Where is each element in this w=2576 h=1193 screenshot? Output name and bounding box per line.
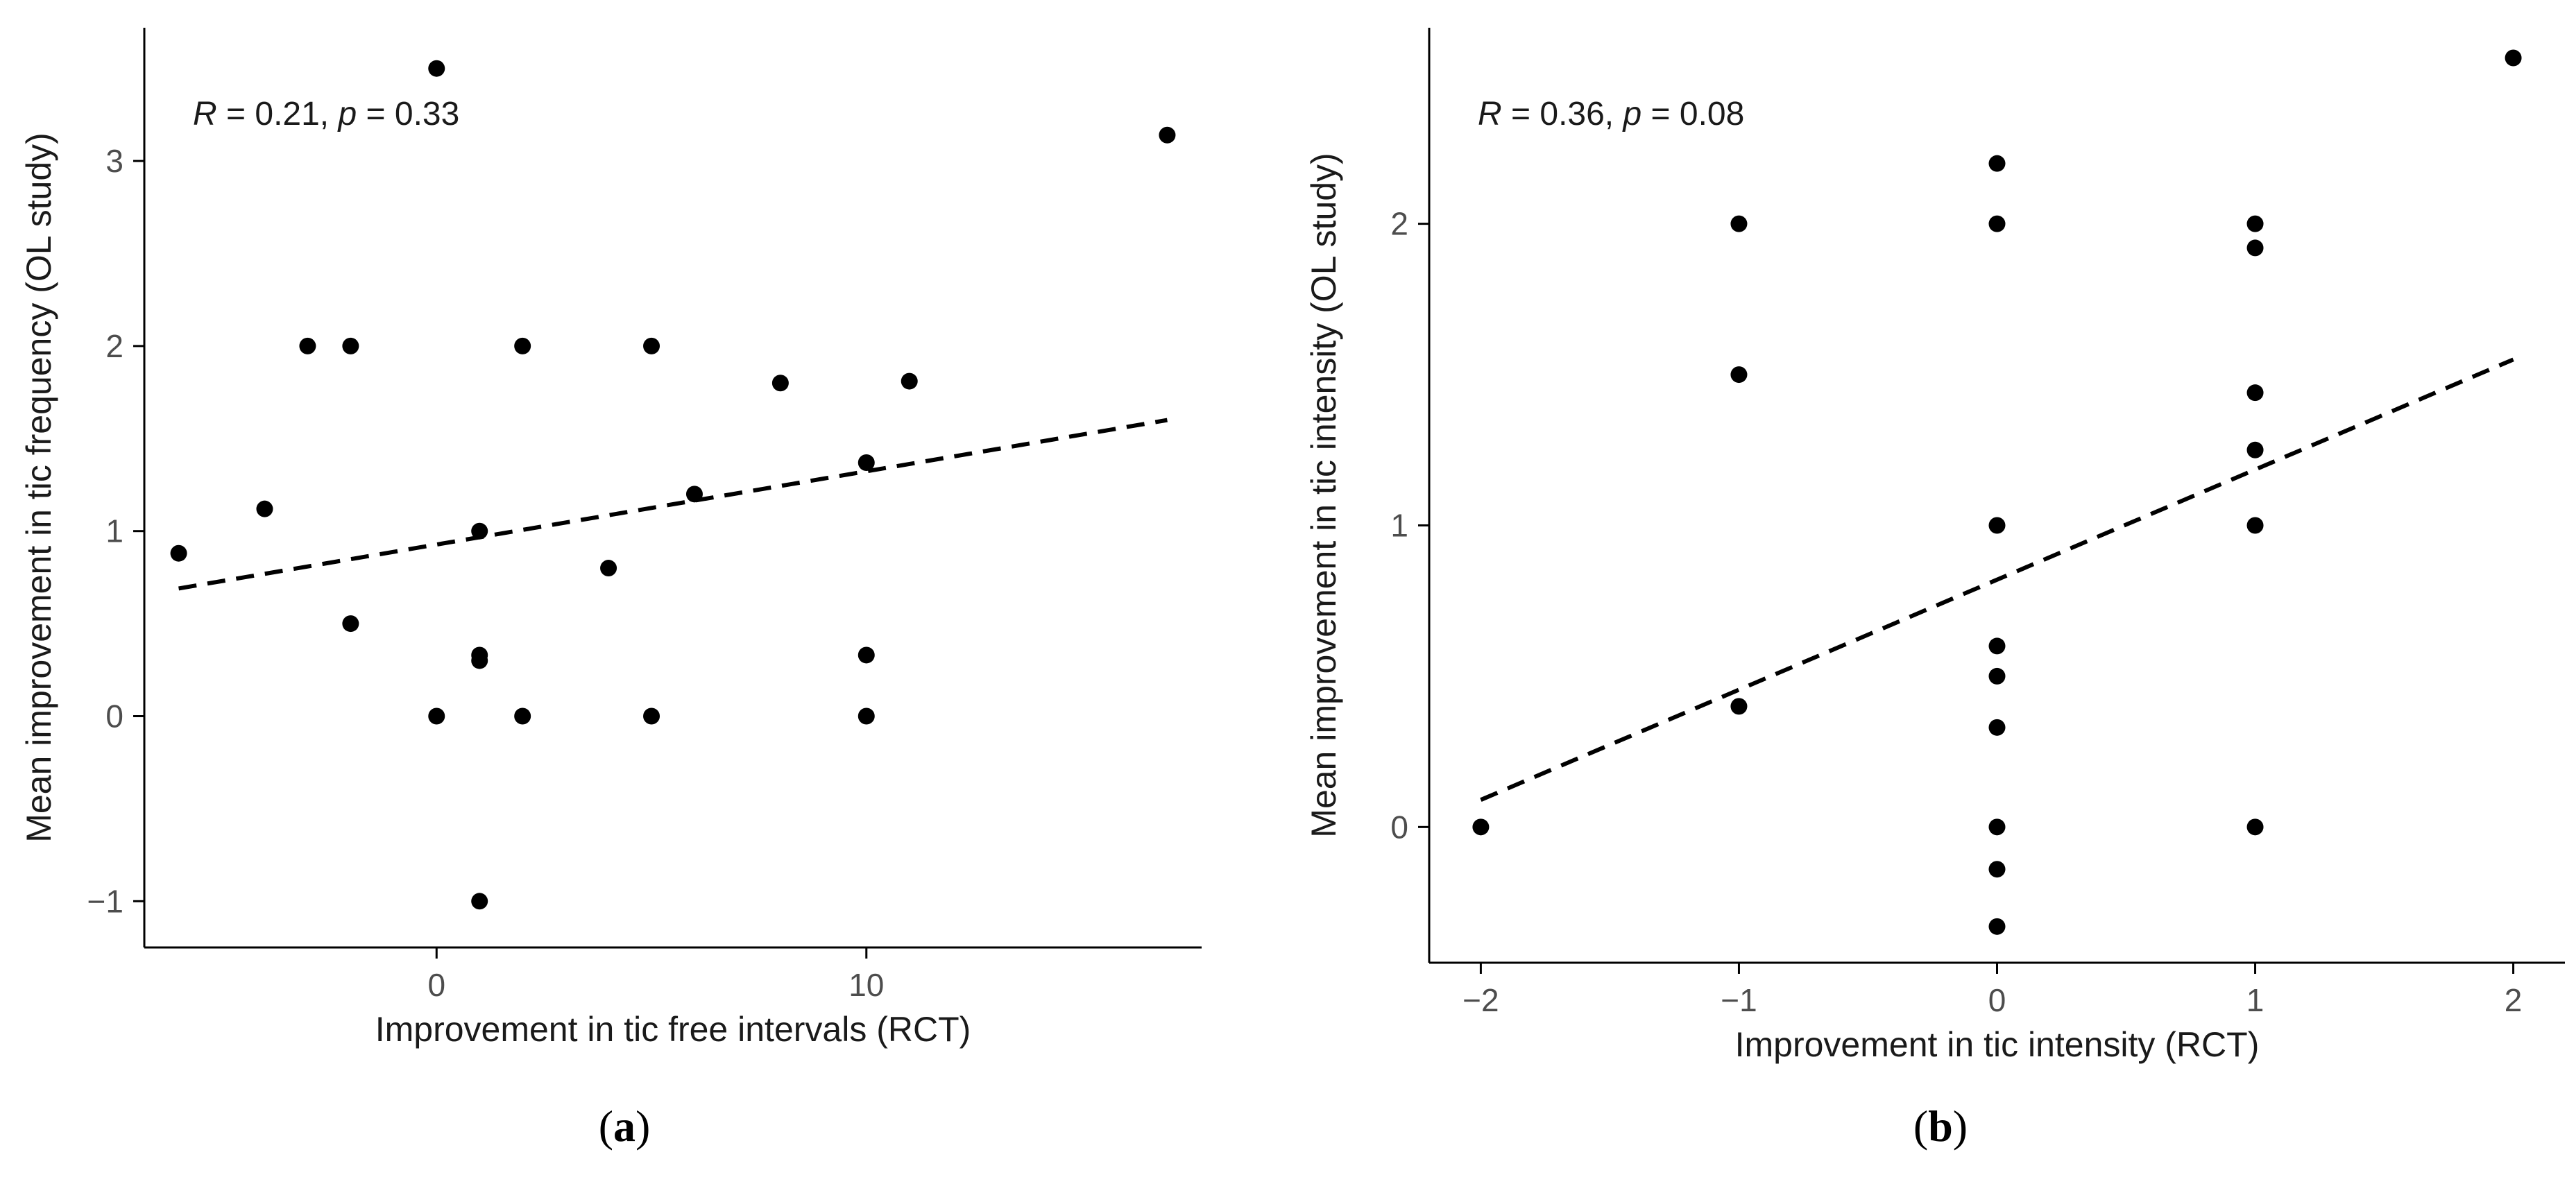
chart-a-point bbox=[514, 707, 531, 725]
chart-b-y-axis-title: Mean improvement in tic intensity (OL st… bbox=[1304, 153, 1343, 837]
chart-a-point bbox=[771, 375, 789, 392]
chart-a-point bbox=[471, 893, 488, 910]
chart-a-point bbox=[342, 337, 359, 354]
chart-a-y-tick-label: −1 bbox=[87, 883, 123, 919]
chart-b-point bbox=[1988, 918, 2006, 935]
chart-b-point bbox=[2505, 49, 2522, 67]
chart-b-point bbox=[1988, 818, 2006, 836]
chart-b-fit-line bbox=[1480, 357, 2514, 802]
chart-a-point bbox=[858, 707, 875, 725]
chart-a-point bbox=[170, 544, 187, 562]
chart-b-point bbox=[1988, 861, 2006, 878]
chart-a-point bbox=[901, 372, 918, 390]
chart-a-y-tick-label: 1 bbox=[105, 513, 123, 549]
chart-b-point bbox=[1988, 637, 2006, 655]
chart-b-point bbox=[1988, 667, 2006, 685]
chart-b-point bbox=[2246, 239, 2264, 257]
chart-a-panel: 0 10 −1 0 1 2 3 Improvement in tic free interva… bbox=[19, 28, 1202, 1151]
chart-a-point bbox=[514, 337, 531, 354]
chart-b-x-tick-label: 2 bbox=[2505, 982, 2523, 1018]
chart-b-x-axis-title: Improvement in tic intensity (RCT) bbox=[1735, 1025, 2260, 1064]
chart-b-point bbox=[1472, 818, 1490, 836]
chart-a-point bbox=[256, 500, 273, 517]
chart-a-point bbox=[858, 646, 875, 664]
chart-b-panel-label: (b) bbox=[1913, 1101, 1968, 1151]
chart-b-point bbox=[2246, 441, 2264, 458]
chart-b-x-tick-label: 0 bbox=[1988, 982, 2006, 1018]
chart-a-panel-label: (a) bbox=[599, 1101, 651, 1151]
chart-b-point bbox=[2246, 517, 2264, 534]
chart-a-point bbox=[428, 707, 445, 725]
chart-a-point bbox=[471, 522, 488, 540]
chart-a-x-tick-label: 0 bbox=[427, 967, 445, 1003]
chart-b-point bbox=[2246, 818, 2264, 836]
chart-a-point bbox=[299, 337, 316, 354]
chart-a-y-tick-label: 0 bbox=[105, 698, 123, 734]
chart-b-x-tick-label: 1 bbox=[2246, 982, 2264, 1018]
chart-a-x-tick-label: 10 bbox=[848, 967, 884, 1003]
chart-a-y-axis-title: Mean improvement in tic frequency (OL st… bbox=[19, 132, 58, 843]
chart-b-point bbox=[2246, 384, 2264, 402]
chart-a-point bbox=[858, 454, 875, 471]
chart-a-y-tick-label: 3 bbox=[105, 143, 123, 179]
chart-b-point bbox=[1730, 366, 1748, 384]
chart-b-x-tick-label: −2 bbox=[1462, 982, 1499, 1018]
chart-b-point bbox=[1988, 719, 2006, 736]
chart-a-fit-line bbox=[178, 418, 1168, 591]
chart-b-y-tick-label: 0 bbox=[1390, 809, 1408, 845]
chart-b-point bbox=[1988, 155, 2006, 172]
chart-b-point bbox=[1730, 215, 1748, 232]
chart-a-point bbox=[1159, 126, 1176, 144]
chart-a-point bbox=[428, 60, 445, 77]
chart-b-point bbox=[1730, 698, 1748, 715]
chart-a-x-axis-title: Improvement in tic free intervals (RCT) bbox=[375, 1010, 971, 1049]
chart-a-stat-annotation: R = 0.21, p = 0.33 bbox=[193, 96, 459, 132]
chart-b-x-tick-label: −1 bbox=[1721, 982, 1757, 1018]
chart-b-point bbox=[1988, 215, 2006, 232]
chart-a-point bbox=[685, 486, 703, 503]
chart-b-point bbox=[2246, 215, 2264, 232]
chart-a-point bbox=[600, 560, 617, 577]
chart-a-point bbox=[471, 652, 488, 669]
chart-b-point bbox=[1988, 517, 2006, 534]
chart-a-point bbox=[342, 615, 359, 633]
chart-b-panel: −2 −1 0 1 2 0 1 2 Improvement in tic intensity (… bbox=[1304, 28, 2565, 1151]
chart-b-stat-annotation: R = 0.36, p = 0.08 bbox=[1478, 96, 1744, 132]
chart-a-y-tick-label: 2 bbox=[105, 328, 123, 364]
chart-b-y-tick-label: 1 bbox=[1390, 507, 1408, 543]
chart-b-y-tick-label: 2 bbox=[1390, 206, 1408, 242]
chart-a-point bbox=[643, 337, 660, 354]
chart-a-point bbox=[643, 707, 660, 725]
